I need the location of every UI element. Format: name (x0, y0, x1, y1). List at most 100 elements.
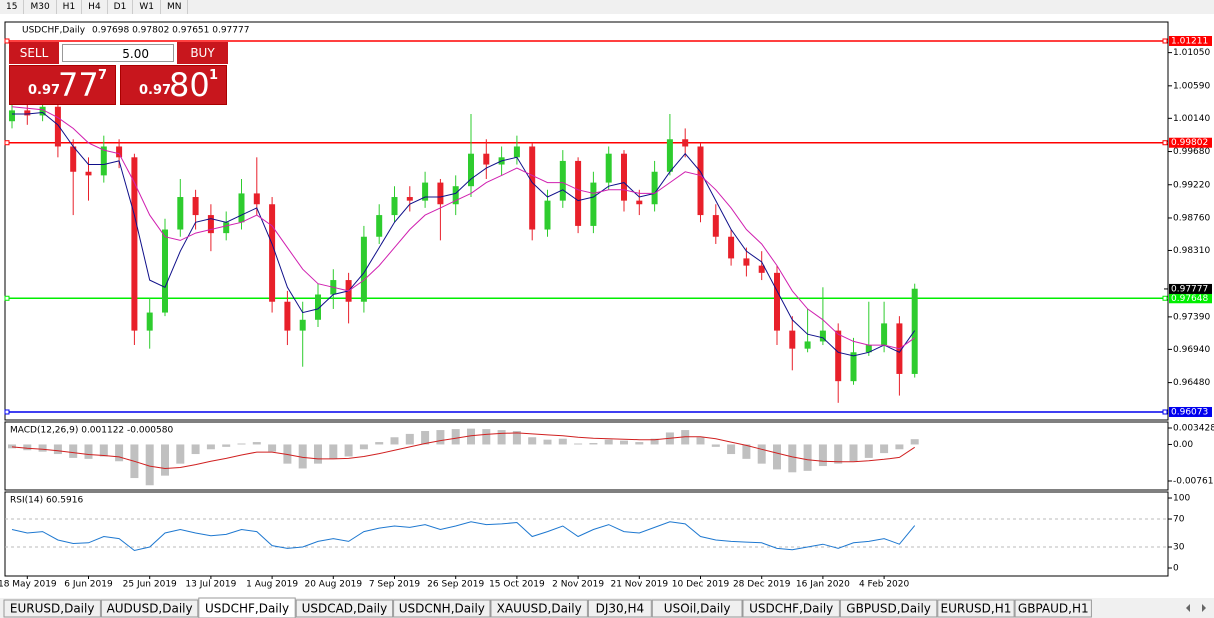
macd-bar (589, 443, 598, 445)
chart-tab[interactable]: USDCNH,Daily (393, 599, 491, 618)
candle-body (697, 146, 704, 216)
last-price-label: 0.97777 (1171, 284, 1208, 294)
level-label: 0.96073 (1171, 407, 1208, 417)
candle-body (651, 171, 658, 205)
chart-tab[interactable]: USDCHF,Daily (198, 597, 296, 618)
candle-body (24, 110, 31, 116)
tab-label: EURUSD,H1 (941, 602, 1012, 616)
candle-body (238, 193, 245, 223)
timeframe-button[interactable]: W1 (133, 0, 161, 14)
x-tick-label: 25 Jun 2019 (123, 580, 177, 590)
level-label-bg (1169, 35, 1212, 46)
level-label: 0.99802 (1171, 138, 1208, 148)
macd-bar (69, 444, 78, 458)
volume-input[interactable]: 5.00 (62, 44, 174, 62)
panel-title: MACD(12,26,9) 0.001122 -0.000580 (10, 426, 173, 436)
chart-tab[interactable]: GBPUSD,Daily (839, 599, 938, 618)
candle-body (70, 146, 77, 172)
candle-body (422, 182, 429, 201)
y-tick-label: 30 (1173, 543, 1185, 553)
tab-label: USOil,Daily (664, 602, 731, 616)
tab-label: DJ30,H4 (596, 602, 645, 616)
indicator-line (11, 521, 916, 552)
chart-tab[interactable]: USDCHF,Daily (742, 599, 840, 618)
level-marker (4, 295, 10, 301)
macd-bar (650, 438, 659, 445)
macd-bar (635, 442, 644, 445)
candle-body (529, 146, 536, 230)
candle-body (758, 265, 765, 273)
x-tick-label: 28 Dec 2019 (733, 580, 791, 590)
indicator-line (12, 111, 916, 357)
candle-body (819, 330, 826, 342)
chart-tab[interactable]: DJ30,H4 (587, 599, 652, 618)
macd-bar (574, 443, 583, 445)
macd-bar (8, 444, 16, 449)
y-tick-label: 70 (1173, 515, 1185, 525)
macd-bar (99, 444, 108, 457)
panel-frame (4, 421, 1169, 491)
x-tick-label: 6 Jun 2019 (64, 580, 113, 590)
chart-tab[interactable]: EURUSD,Daily (3, 599, 101, 618)
macd-bar (818, 444, 827, 467)
timeframe-button[interactable]: H1 (57, 0, 83, 14)
candle-body (575, 160, 582, 226)
candle-body (835, 330, 842, 382)
macd-bar (405, 433, 414, 445)
tab-label: USDCAD,Daily (302, 602, 388, 616)
candle-body (146, 312, 153, 331)
chart-tab[interactable]: XAUUSD,Daily (490, 599, 588, 618)
panel-subtitle: 0.97698 0.97802 0.97651 0.97777 (92, 26, 249, 36)
y-tick-label: 0.99680 (1173, 147, 1210, 157)
macd-bar (298, 444, 307, 469)
candle-body (743, 258, 750, 266)
price-main: 80 (169, 66, 210, 104)
macd-bar (191, 444, 200, 455)
candle-body (865, 345, 872, 353)
candle-body (162, 229, 168, 313)
timeframe-button[interactable]: H4 (82, 0, 108, 14)
chart-tab[interactable]: USOil,Daily (651, 599, 743, 618)
sell-button[interactable]: SELL (9, 42, 59, 64)
y-tick-label: 0.00 (1173, 440, 1193, 450)
macd-bar (176, 444, 185, 464)
price-small: 7 (98, 68, 108, 83)
x-tick-label: 21 Nov 2019 (610, 580, 668, 590)
timeframe-button[interactable]: MN (161, 0, 189, 14)
candle-body (804, 341, 811, 349)
tab-scroll-right (1202, 604, 1206, 612)
level-marker (1162, 38, 1168, 44)
tab-label: GBPAUD,H1 (1018, 602, 1089, 616)
sell-price[interactable]: 0.97 77 7 (9, 65, 116, 105)
macd-bar (910, 439, 919, 445)
tab-label: AUDUSD,Daily (107, 602, 193, 616)
candle-body (789, 330, 796, 349)
candle-body (299, 319, 306, 331)
chart-tab[interactable]: AUDUSD,Daily (100, 599, 199, 618)
chart-tab[interactable]: GBPAUD,H1 (1014, 599, 1092, 618)
last-price-bg (1169, 283, 1212, 294)
price-main: 77 (58, 66, 99, 104)
macd-bar (222, 444, 231, 447)
timeframe-button[interactable]: 15 (0, 0, 25, 14)
chart-tab[interactable]: EURUSD,H1 (937, 599, 1015, 618)
macd-bar (390, 437, 399, 445)
level-label-bg (1169, 293, 1212, 304)
macd-bar (864, 444, 873, 458)
macd-bar (727, 444, 736, 455)
macd-bar (344, 444, 353, 457)
y-tick-label: 1.01050 (1173, 48, 1210, 58)
timeframe-button[interactable]: M30 (24, 0, 57, 14)
buy-price[interactable]: 0.97 80 1 (120, 65, 227, 105)
tab-bg (393, 599, 491, 618)
macd-bar (314, 444, 322, 464)
macd-bar (375, 442, 384, 445)
timeframe-button[interactable]: D1 (108, 0, 134, 14)
level-label: 1.01211 (1171, 36, 1208, 46)
tab-bg (3, 599, 101, 618)
candle-body (636, 200, 643, 205)
buy-button[interactable]: BUY (177, 42, 228, 64)
chart-tab[interactable]: USDCAD,Daily (295, 599, 394, 618)
candle-body (39, 106, 46, 116)
tab-label: USDCNH,Daily (399, 602, 485, 616)
